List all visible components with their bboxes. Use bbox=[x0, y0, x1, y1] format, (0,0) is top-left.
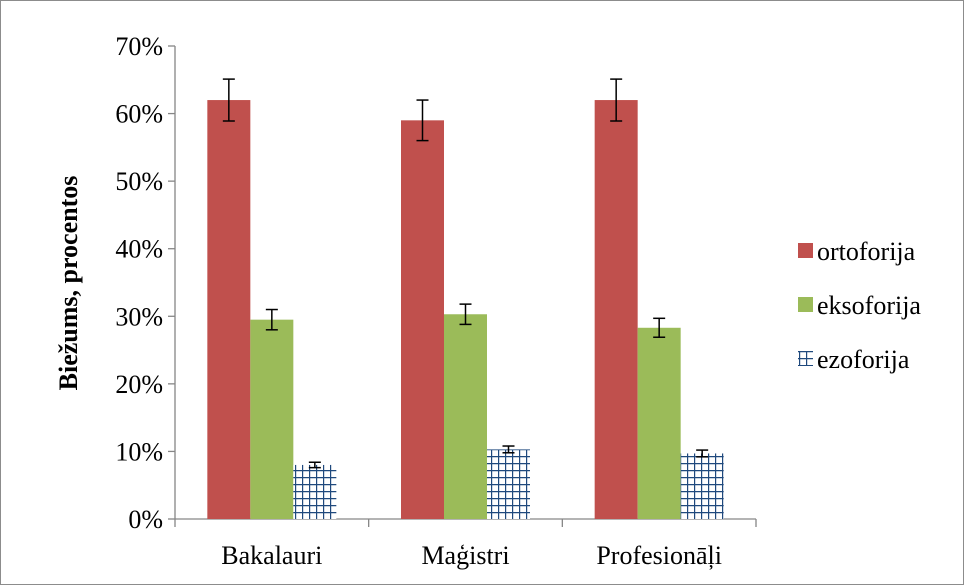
y-tick-label: 0% bbox=[128, 505, 163, 534]
legend-label-ezoforija: ezoforija bbox=[817, 345, 910, 374]
y-tick-label: 10% bbox=[115, 437, 163, 466]
legend-swatch-ezoforija bbox=[798, 351, 813, 366]
bar-ortoforija-1 bbox=[401, 120, 444, 519]
y-tick-label: 60% bbox=[115, 100, 163, 129]
bar-eksoforija-0 bbox=[250, 319, 294, 519]
y-axis-title: Biežums, procentos bbox=[54, 176, 83, 391]
x-category-label: Profesionāļi bbox=[596, 541, 722, 570]
legend: ortoforija eksoforija ezoforija bbox=[798, 237, 921, 374]
bar-ortoforija-2 bbox=[594, 100, 638, 520]
bar-ezoforija-1 bbox=[487, 449, 530, 519]
bar-ortoforija-0 bbox=[207, 100, 251, 520]
y-tick-label: 20% bbox=[115, 370, 163, 399]
legend-swatch-ortoforija bbox=[798, 243, 813, 258]
legend-swatch-eksoforija bbox=[798, 297, 813, 312]
legend-label-ortoforija: ortoforija bbox=[817, 237, 916, 266]
x-category-label: Maģistri bbox=[421, 541, 509, 570]
y-tick-label: 30% bbox=[115, 302, 163, 331]
y-tick-label: 40% bbox=[115, 235, 163, 264]
y-tick-label: 70% bbox=[115, 32, 163, 61]
plot-area: 0% 10% 20% 30% 40% 50% 60% 70% Bakalauri Maģistri… bbox=[115, 32, 757, 570]
x-category-label: Bakalauri bbox=[221, 541, 322, 570]
legend-label-eksoforija: eksoforija bbox=[817, 291, 921, 320]
y-tick-label: 50% bbox=[115, 167, 163, 196]
bar-eksoforija-1 bbox=[444, 314, 487, 519]
bar-ezoforija-0 bbox=[293, 464, 337, 519]
bar-eksoforija-2 bbox=[637, 327, 681, 519]
bar-ezoforija-2 bbox=[680, 453, 724, 519]
